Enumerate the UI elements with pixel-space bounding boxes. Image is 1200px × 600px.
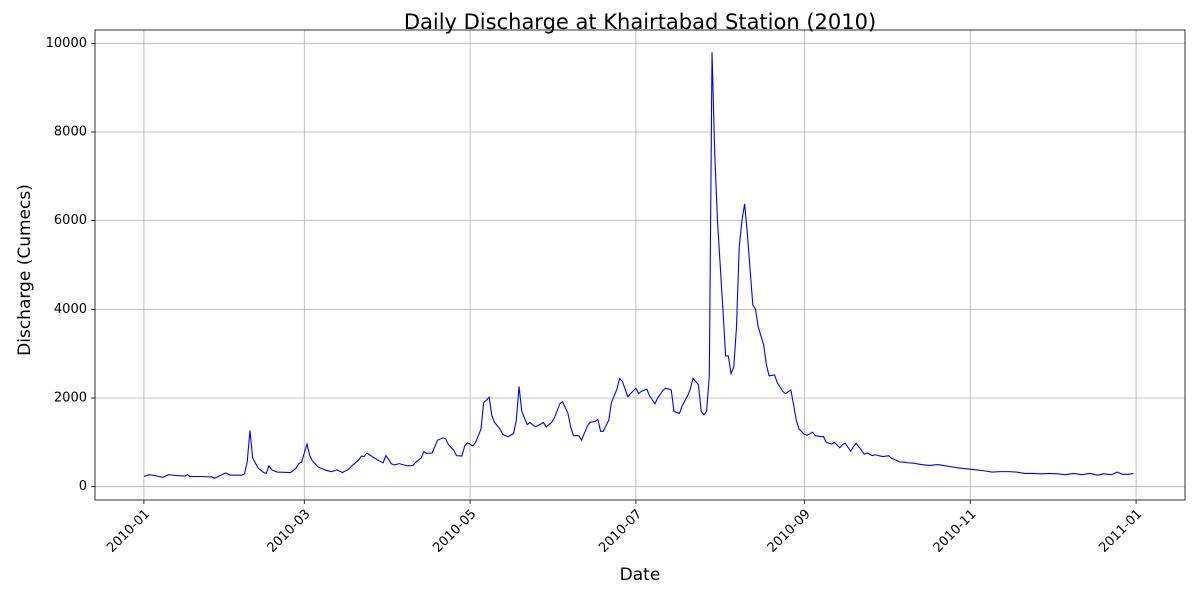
x-tick-label: 2011-01 — [1096, 507, 1145, 556]
data-line — [143, 52, 1134, 479]
y-axis-label: Discharge (Cumecs) — [15, 184, 35, 356]
x-tick-label: 2010-05 — [430, 507, 479, 556]
x-tick-label: 2010-03 — [265, 507, 314, 556]
x-tick-label: 2010-11 — [931, 507, 980, 556]
x-tick-label: 2010-09 — [765, 507, 814, 556]
y-tick-label: 8000 — [54, 124, 87, 139]
y-tick-label: 2000 — [54, 391, 87, 406]
x-tick-label: 2010-01 — [104, 507, 153, 556]
y-tick-label: 6000 — [54, 213, 87, 228]
y-tick-label: 10000 — [46, 36, 87, 51]
y-tick-label: 4000 — [54, 302, 87, 317]
x-axis-label: Date — [620, 565, 661, 585]
plot-frame — [94, 29, 1186, 501]
y-tick-label: 0 — [79, 479, 87, 494]
x-tick-label: 2010-07 — [596, 507, 645, 556]
